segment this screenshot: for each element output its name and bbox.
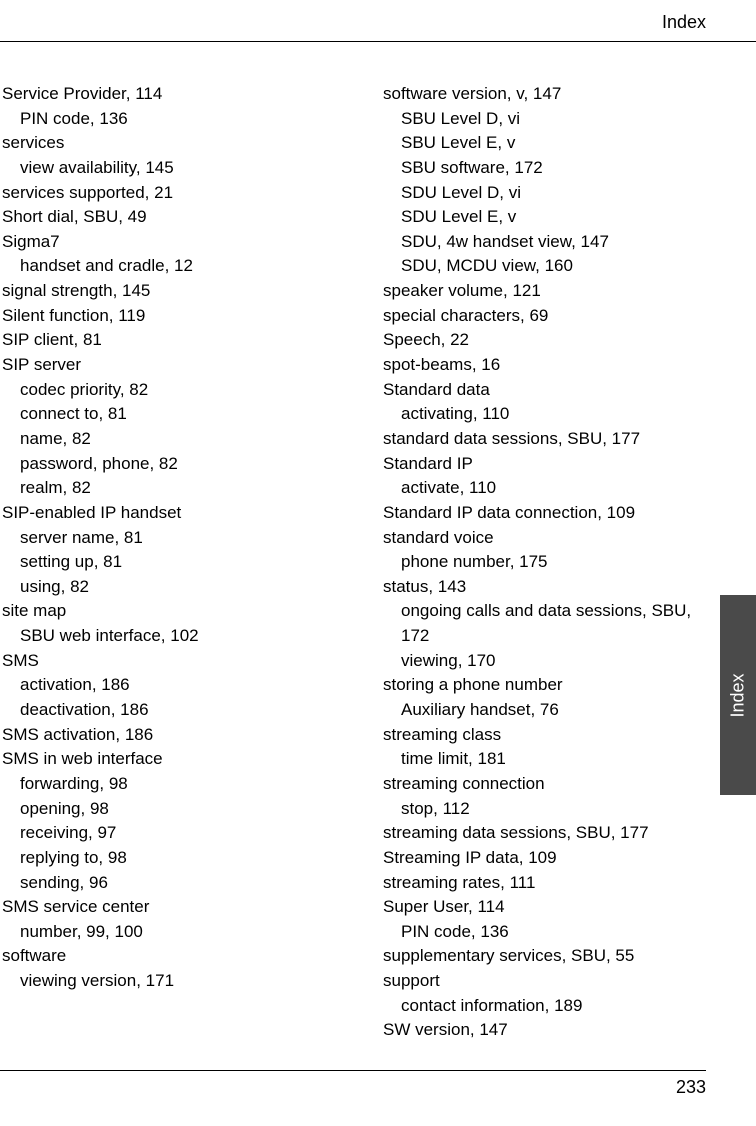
index-entry: signal strength, 145: [2, 279, 365, 304]
index-entry: spot-beams, 16: [383, 353, 746, 378]
index-entry: realm, 82: [2, 476, 365, 501]
index-entry: connect to, 81: [2, 402, 365, 427]
column-right: software version, v, 147SBU Level D, viS…: [375, 82, 756, 1043]
index-entry: Silent function, 119: [2, 304, 365, 329]
index-entry: ongoing calls and data sessions, SBU,: [383, 599, 746, 624]
index-entry: site map: [2, 599, 365, 624]
index-entry: SDU, 4w handset view, 147: [383, 230, 746, 255]
index-entry: deactivation, 186: [2, 698, 365, 723]
index-entry: SMS service center: [2, 895, 365, 920]
index-entry: Auxiliary handset, 76: [383, 698, 746, 723]
index-entry: opening, 98: [2, 797, 365, 822]
index-entry: Super User, 114: [383, 895, 746, 920]
index-entry: SBU web interface, 102: [2, 624, 365, 649]
index-entry: speaker volume, 121: [383, 279, 746, 304]
index-entry: SIP-enabled IP handset: [2, 501, 365, 526]
index-entry: viewing, 170: [383, 649, 746, 674]
column-left: Service Provider, 114PIN code, 136servic…: [0, 82, 375, 1043]
index-entry: setting up, 81: [2, 550, 365, 575]
index-entry: Standard IP data connection, 109: [383, 501, 746, 526]
index-entry: standard voice: [383, 526, 746, 551]
index-entry: Sigma7: [2, 230, 365, 255]
index-entry: PIN code, 136: [383, 920, 746, 945]
index-entry: codec priority, 82: [2, 378, 365, 403]
index-entry: receiving, 97: [2, 821, 365, 846]
index-entry: name, 82: [2, 427, 365, 452]
index-entry: special characters, 69: [383, 304, 746, 329]
index-entry: supplementary services, SBU, 55: [383, 944, 746, 969]
side-tab-label: Index: [728, 673, 749, 717]
index-entry: view availability, 145: [2, 156, 365, 181]
index-entry: Streaming IP data, 109: [383, 846, 746, 871]
index-entry: streaming data sessions, SBU, 177: [383, 821, 746, 846]
index-entry: viewing version, 171: [2, 969, 365, 994]
index-entry: number, 99, 100: [2, 920, 365, 945]
index-entry: Short dial, SBU, 49: [2, 205, 365, 230]
index-entry: SBU Level E, v: [383, 131, 746, 156]
index-entry: streaming connection: [383, 772, 746, 797]
index-entry: SDU Level D, vi: [383, 181, 746, 206]
index-entry: activate, 110: [383, 476, 746, 501]
index-entry: sending, 96: [2, 871, 365, 896]
index-entry: forwarding, 98: [2, 772, 365, 797]
index-entry: services: [2, 131, 365, 156]
index-entry: contact information, 189: [383, 994, 746, 1019]
index-entry: server name, 81: [2, 526, 365, 551]
index-entry: password, phone, 82: [2, 452, 365, 477]
index-entry: SBU software, 172: [383, 156, 746, 181]
index-entry: Service Provider, 114: [2, 82, 365, 107]
index-entry: stop, 112: [383, 797, 746, 822]
page-header: Index: [0, 0, 756, 42]
index-entry: handset and cradle, 12: [2, 254, 365, 279]
index-entry: support: [383, 969, 746, 994]
index-entry: SMS in web interface: [2, 747, 365, 772]
index-entry: 172: [383, 624, 746, 649]
index-entry: storing a phone number: [383, 673, 746, 698]
index-entry: SDU Level E, v: [383, 205, 746, 230]
index-entry: SW version, 147: [383, 1018, 746, 1043]
index-entry: time limit, 181: [383, 747, 746, 772]
content-area: Service Provider, 114PIN code, 136servic…: [0, 42, 756, 1043]
index-entry: standard data sessions, SBU, 177: [383, 427, 746, 452]
index-entry: PIN code, 136: [2, 107, 365, 132]
page-number: 233: [676, 1077, 706, 1097]
index-entry: Speech, 22: [383, 328, 746, 353]
index-entry: streaming class: [383, 723, 746, 748]
header-title: Index: [662, 12, 706, 32]
index-entry: SIP client, 81: [2, 328, 365, 353]
index-entry: Standard IP: [383, 452, 746, 477]
index-entry: streaming rates, 111: [383, 871, 746, 896]
index-entry: Standard data: [383, 378, 746, 403]
index-entry: using, 82: [2, 575, 365, 600]
index-entry: SBU Level D, vi: [383, 107, 746, 132]
index-entry: SMS: [2, 649, 365, 674]
index-entry: phone number, 175: [383, 550, 746, 575]
side-tab: Index: [720, 595, 756, 795]
index-entry: replying to, 98: [2, 846, 365, 871]
index-entry: services supported, 21: [2, 181, 365, 206]
page-footer: 233: [0, 1070, 706, 1098]
index-entry: activating, 110: [383, 402, 746, 427]
index-entry: activation, 186: [2, 673, 365, 698]
index-entry: SIP server: [2, 353, 365, 378]
index-entry: software version, v, 147: [383, 82, 746, 107]
index-entry: SMS activation, 186: [2, 723, 365, 748]
index-entry: status, 143: [383, 575, 746, 600]
index-entry: SDU, MCDU view, 160: [383, 254, 746, 279]
index-entry: software: [2, 944, 365, 969]
